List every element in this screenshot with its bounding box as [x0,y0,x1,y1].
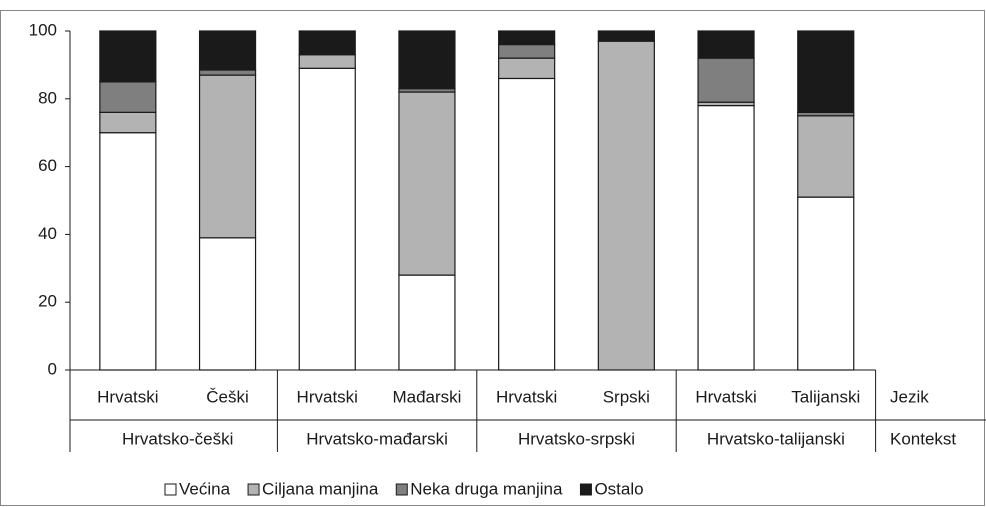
bar-segment [697,30,755,59]
bar-segment [697,57,755,103]
bar-segment [797,196,855,371]
bar-segment [597,30,655,42]
bar-segment [398,91,456,276]
bar-segment [498,30,556,46]
level-label: Kontekst [890,429,956,448]
x-tick-label: Hrvatski [97,387,158,406]
bar-segment [797,115,855,198]
frame [0,10,985,506]
y-tick-label: 80 [38,88,57,107]
bar-segment [298,30,356,56]
x-tick-label: Češki [206,387,249,406]
x-tick-label: Talijanski [791,387,860,406]
y-tick-label: 100 [29,20,57,39]
bar-segment [797,30,855,113]
bar-segment [498,57,556,80]
bar-segment [99,111,157,134]
legend-swatch [395,483,408,496]
bar-segment [697,104,755,371]
level-label: Jezik [890,387,929,406]
x-tick-label: Mađarski [392,387,461,406]
legend-label: Neka druga manjina [410,479,563,498]
y-tick-label: 40 [38,224,57,243]
legend-swatch [164,483,177,496]
x-tick-label: Hrvatski [297,387,358,406]
legend-label: Ciljana manjina [262,479,379,498]
x-tick-label: Hrvatski [496,387,557,406]
group-label: Hrvatsko-srpski [518,429,635,448]
bar-segment [198,237,257,371]
x-tick-label: Srpski [603,387,650,406]
legend-label: Ostalo [594,479,643,498]
bar-segment [99,30,157,83]
bar-segment [298,54,356,69]
legend-swatch [579,483,592,496]
bar-segment [498,77,556,371]
group-label: Hrvatsko-mađarski [306,429,448,448]
y-tick-label: 0 [48,359,57,378]
bar-segment [298,67,356,371]
bar-segment [398,30,456,90]
x-tick-label: Hrvatski [695,387,756,406]
y-tick-label: 60 [38,156,57,175]
legend-swatch [247,483,260,496]
y-tick-label: 20 [38,292,57,311]
bar-segment [398,274,456,371]
legend-label: Većina [179,479,231,498]
bar-segment [99,132,157,371]
bar-segment [198,74,257,239]
bar-segment [498,43,556,59]
group-label: Hrvatsko-talijanski [707,429,845,448]
bar-segment [99,81,157,113]
bar-segment [198,69,257,76]
group-label: Hrvatsko-češki [122,429,233,448]
bar-segment [198,30,257,71]
bar-segment [597,40,655,371]
